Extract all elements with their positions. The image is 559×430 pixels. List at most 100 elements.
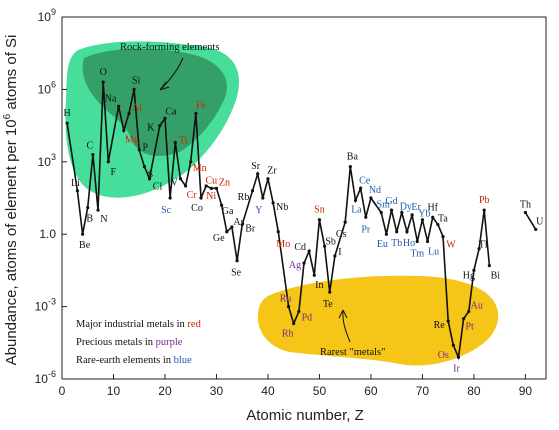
label-ir: Ir: [453, 363, 460, 374]
label-zr: Zr: [267, 166, 277, 177]
point-te: [328, 290, 332, 294]
label-rb: Rb: [238, 192, 250, 203]
point-w: [441, 235, 445, 239]
point-dy: [400, 210, 404, 215]
label-la: La: [351, 204, 362, 215]
point-th: [523, 210, 528, 215]
point-tb: [395, 230, 399, 234]
label-sb: Sb: [325, 236, 336, 247]
legend-line-purple: Precious metals in purple: [76, 337, 183, 348]
point-pd: [297, 309, 301, 314]
point-mg: [122, 128, 126, 133]
x-tick-label: 40: [261, 384, 275, 398]
point-ho: [405, 230, 409, 234]
point-ni: [204, 184, 208, 188]
series-line: [66, 82, 491, 361]
point-tl: [477, 247, 481, 251]
label-zn: Zn: [219, 177, 230, 188]
label-ni: Ni: [206, 191, 216, 202]
point-zr: [266, 177, 270, 181]
label-i: I: [338, 247, 341, 258]
label-s: S: [148, 170, 154, 181]
label-ce: Ce: [359, 175, 371, 186]
label-nd: Nd: [369, 185, 381, 196]
point-gd: [389, 208, 394, 212]
label-cs: Cs: [336, 229, 347, 240]
rock-forming-core: [82, 48, 227, 156]
point-p: [137, 148, 141, 152]
point-la: [353, 198, 358, 203]
label-sm: Sm: [377, 199, 391, 210]
label-tl: Tl: [479, 240, 488, 251]
label-o: O: [100, 67, 107, 78]
rarest-metals-region: [257, 275, 499, 366]
point-yb: [420, 218, 425, 222]
point-f: [106, 160, 110, 164]
label-k: K: [147, 123, 155, 134]
point-h: [65, 121, 69, 125]
point-in: [312, 273, 316, 277]
point-y: [261, 196, 265, 200]
point-ir: [456, 355, 461, 359]
x-tick-label: 70: [416, 384, 430, 398]
point-si: [132, 87, 136, 91]
x-tick-label: 60: [364, 384, 378, 398]
x-tick-label: 20: [158, 384, 172, 398]
label-mn: Mn: [193, 163, 207, 174]
annotations: Rock-forming elements Rarest "metals" Ma…: [76, 42, 385, 366]
point-tm: [415, 239, 419, 244]
label-c: C: [87, 141, 94, 152]
point-c: [91, 152, 95, 157]
label-te: Te: [323, 299, 333, 310]
label-ag: Ag: [289, 260, 301, 271]
point-pr: [364, 215, 368, 219]
label-pb: Pb: [479, 195, 490, 206]
label-w: W: [446, 240, 456, 251]
point-au: [467, 309, 471, 314]
label-cl: Cl: [153, 182, 163, 193]
label-na: Na: [105, 93, 117, 104]
rock-forming-label: Rock-forming elements: [120, 42, 219, 53]
point-lu: [425, 239, 430, 244]
x-tick-label: 0: [59, 384, 66, 398]
label-re: Re: [434, 320, 446, 331]
label-f: F: [111, 167, 117, 178]
point-rb: [250, 189, 255, 193]
label-al: Al: [132, 103, 142, 114]
label-cd: Cd: [294, 242, 306, 253]
label-cr: Cr: [187, 190, 198, 201]
point-ta: [436, 222, 440, 227]
point-k: [158, 124, 162, 128]
element-points: [65, 80, 538, 359]
point-bi: [487, 263, 491, 268]
y-tick-label: 10-3: [35, 297, 56, 314]
point-co: [199, 196, 203, 200]
label-lu: Lu: [428, 246, 439, 257]
point-mo: [276, 230, 280, 234]
x-axis-title: Atomic number, Z: [246, 407, 364, 424]
y-tick-label: 10-6: [35, 369, 56, 386]
point-v: [178, 177, 183, 181]
point-n: [96, 208, 100, 212]
point-zn: [214, 186, 219, 190]
label-co: Co: [191, 203, 203, 214]
y-axis-title: Abundance, atoms of element per 106 atom…: [2, 35, 20, 366]
label-ru: Ru: [280, 294, 292, 305]
label-pr: Pr: [361, 224, 371, 235]
point-os: [451, 343, 455, 347]
label-nb: Nb: [276, 202, 288, 213]
plot-axes: [61, 16, 547, 380]
label-ta: Ta: [438, 214, 448, 225]
legend-line-red: Major industrial metals in red: [76, 319, 202, 330]
label-in: In: [315, 280, 323, 291]
point-al: [127, 111, 131, 116]
point-li: [75, 189, 80, 193]
y-tick-label: 109: [38, 7, 56, 24]
label-br: Br: [245, 224, 256, 235]
point-o: [101, 80, 105, 84]
label-h: H: [64, 108, 71, 119]
y-axis-ticks: 109 106 103 1.0 10-3 10-6: [35, 7, 67, 386]
point-pb: [482, 208, 486, 212]
y-tick-label: 103: [38, 152, 56, 169]
